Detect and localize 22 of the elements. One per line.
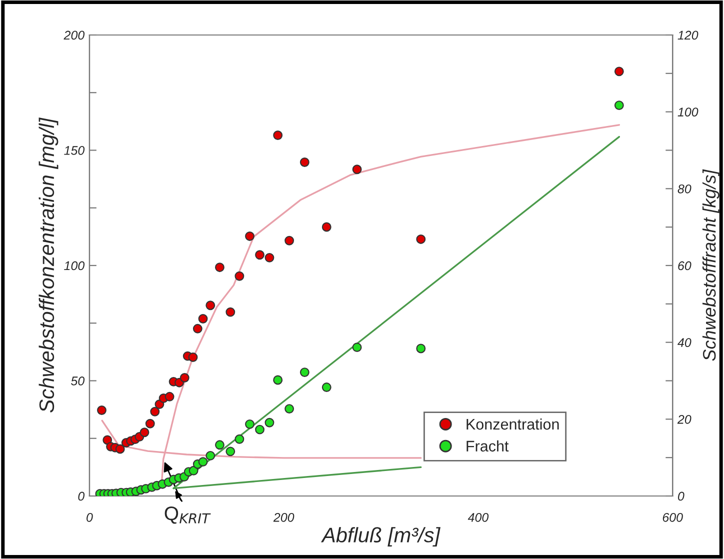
y-tick-label: 0 bbox=[78, 492, 85, 501]
x-tick-label: 600 bbox=[662, 512, 683, 522]
x-axis-title: Abfluß [m³/s] bbox=[320, 527, 440, 547]
y-tick-label: 50 bbox=[71, 376, 85, 386]
y-tick-label: 150 bbox=[64, 146, 85, 155]
y-tick-label: 100 bbox=[64, 261, 85, 270]
x-tick-label: 200 bbox=[273, 512, 294, 522]
y2-tick-label: 0 bbox=[678, 492, 684, 501]
y2-tick-label: 120 bbox=[678, 30, 698, 40]
annotation: Q$_{KRIT}$ bbox=[164, 506, 211, 524]
y2-tick-label: 20 bbox=[677, 414, 692, 424]
y2-axis-title: Schwebstofffracht [kg/s] bbox=[702, 169, 720, 361]
legend-label: Konzentration bbox=[466, 418, 559, 430]
y2-tick-label: 40 bbox=[678, 338, 692, 347]
y2-tick-label: 80 bbox=[678, 184, 692, 194]
legend-label: Fracht bbox=[466, 440, 509, 452]
y-tick-label: 200 bbox=[64, 30, 85, 40]
y2-tick-label: 60 bbox=[678, 261, 692, 270]
y-axis-title: Schwebstoffkonzentration [mg/l] bbox=[38, 117, 58, 413]
x-tick-label: 0 bbox=[86, 512, 93, 522]
x-tick-label: 400 bbox=[468, 512, 489, 522]
y2-tick-label: 100 bbox=[678, 108, 698, 116]
